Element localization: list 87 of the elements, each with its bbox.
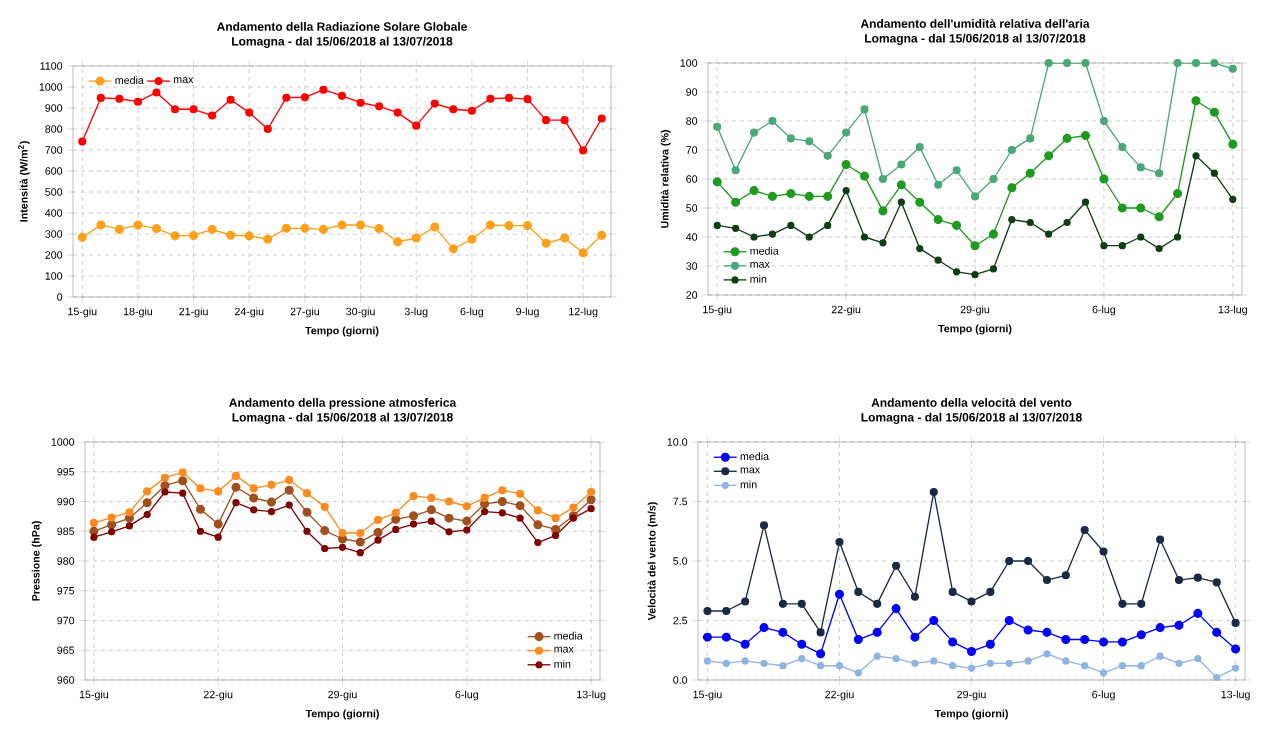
y-tick-label: 90: [686, 88, 698, 96]
y-tick-label: 100: [45, 272, 63, 280]
y-tick-label: 990: [57, 497, 75, 506]
y-tick-label: 1100: [40, 62, 63, 70]
x-tick-label: 15-giu: [68, 307, 97, 318]
x-tick-label: 30-giu: [346, 307, 375, 318]
legend-label: max: [554, 646, 574, 653]
y-tick-label: 300: [45, 230, 63, 238]
y-tick-label: 500: [45, 188, 63, 196]
x-tick-label: 29-giu: [328, 690, 357, 701]
y-tick-label: 960: [57, 676, 75, 684]
x-tick-label: 29-giu: [960, 305, 990, 316]
y-axis-title: Intensità (W/m$^{2}$): [18, 141, 30, 222]
y-tick-label: 965: [57, 646, 75, 655]
y-tick-label: 0: [57, 293, 63, 301]
y-tick-label: 995: [57, 467, 75, 476]
y-tick-label: 985: [57, 527, 75, 536]
y-tick-label: 2.5: [673, 616, 688, 625]
x-tick-label: 21-giu: [179, 307, 208, 318]
y-tick-label: 700: [45, 146, 63, 154]
chart-subtitle: Lomagna - dal 15/06/2018 al 13/07/2018: [865, 33, 1086, 45]
x-tick-label: 22-giu: [203, 690, 233, 701]
x-tick-label: 22-giu: [831, 305, 861, 316]
x-tick-label: 13-lug: [1221, 690, 1250, 701]
y-tick-label: 1000: [51, 438, 75, 446]
y-tick-label: 0.0: [673, 676, 688, 684]
y-tick-label: 60: [686, 175, 698, 183]
chart-subtitle: Lomagna - dal 15/06/2018 al 13/07/2018: [861, 412, 1082, 424]
x-tick-label: 27-giu: [290, 307, 320, 318]
y-axis-title: Velocità del vento (m/s): [647, 502, 658, 621]
y-tick-label: 100: [680, 59, 698, 67]
y-axis-title: Umidità relativa (%): [660, 130, 671, 228]
x-axis-title: Tempo (giorni): [305, 326, 379, 337]
legend-label: media: [750, 246, 779, 255]
y-tick-label: 200: [45, 251, 63, 259]
x-tick-label: 15-giu: [693, 690, 722, 701]
y-tick-label: 80: [686, 117, 698, 125]
legend-label: media: [115, 76, 144, 85]
y-tick-label: 975: [57, 586, 75, 595]
legend-label: max: [740, 467, 761, 474]
chart-title: Andamento della velocità del vento: [871, 397, 1072, 407]
chart-subtitle: Lomagna - dal 15/06/2018 al 13/07/2018: [232, 36, 453, 48]
x-axis-title: Tempo (giorni): [934, 709, 1008, 720]
y-tick-label: 50: [686, 204, 698, 212]
legend-label: media: [740, 452, 770, 461]
x-tick-label: 24-giu: [234, 307, 264, 318]
y-tick-label: 10.0: [667, 438, 688, 446]
x-tick-label: 3-lug: [404, 307, 428, 318]
y-tick-label: 900: [45, 104, 63, 112]
chart-title: Andamento della pressione atmosferica: [229, 398, 457, 410]
legend-label: max: [750, 261, 770, 268]
y-tick-label: 7.5: [673, 497, 688, 506]
x-axis-title: Tempo (giorni): [305, 709, 379, 720]
x-tick-label: 13-lug: [1218, 305, 1247, 316]
x-tick-label: 6-lug: [455, 690, 478, 701]
y-tick-label: 400: [45, 209, 63, 217]
y-axis-title: Pressione (hPa): [31, 521, 42, 601]
y-tick-label: 1000: [39, 83, 63, 91]
y-tick-label: 980: [57, 557, 75, 565]
legend-label: max: [173, 77, 194, 84]
x-axis-title: Tempo (giorni): [938, 324, 1012, 335]
chart-title: Andamento dell'umidità relativa dell'aria: [860, 18, 1090, 28]
legend-label: min: [554, 659, 571, 668]
chart-title: Andamento della Radiazione Solare Globale: [216, 22, 467, 31]
chart-subtitle: Lomagna - dal 15/06/2018 al 13/07/2018: [232, 412, 453, 424]
x-tick-label: 9-lug: [516, 307, 539, 318]
legend-label: min: [750, 275, 767, 283]
x-tick-label: 15-giu: [79, 690, 108, 701]
x-tick-label: 29-giu: [957, 690, 986, 701]
x-tick-label: 12-lug: [569, 307, 598, 318]
y-tick-label: 600: [45, 167, 63, 175]
y-tick-label: 70: [686, 146, 698, 154]
x-tick-label: 15-giu: [703, 305, 732, 316]
y-tick-label: 20: [686, 291, 698, 299]
x-tick-label: 18-giu: [123, 307, 153, 318]
x-tick-label: 22-giu: [825, 690, 854, 701]
y-tick-label: 30: [686, 262, 698, 270]
x-tick-label: 6-lug: [460, 307, 484, 318]
x-tick-label: 6-lug: [1092, 690, 1115, 701]
y-tick-label: 800: [45, 125, 63, 133]
y-tick-label: 40: [685, 233, 698, 241]
x-tick-label: 13-lug: [577, 690, 606, 701]
legend-label: media: [554, 631, 583, 640]
legend-label: min: [740, 480, 757, 489]
y-tick-label: 5.0: [673, 557, 688, 565]
x-tick-label: 6-lug: [1092, 305, 1116, 316]
y-tick-label: 970: [57, 616, 75, 625]
